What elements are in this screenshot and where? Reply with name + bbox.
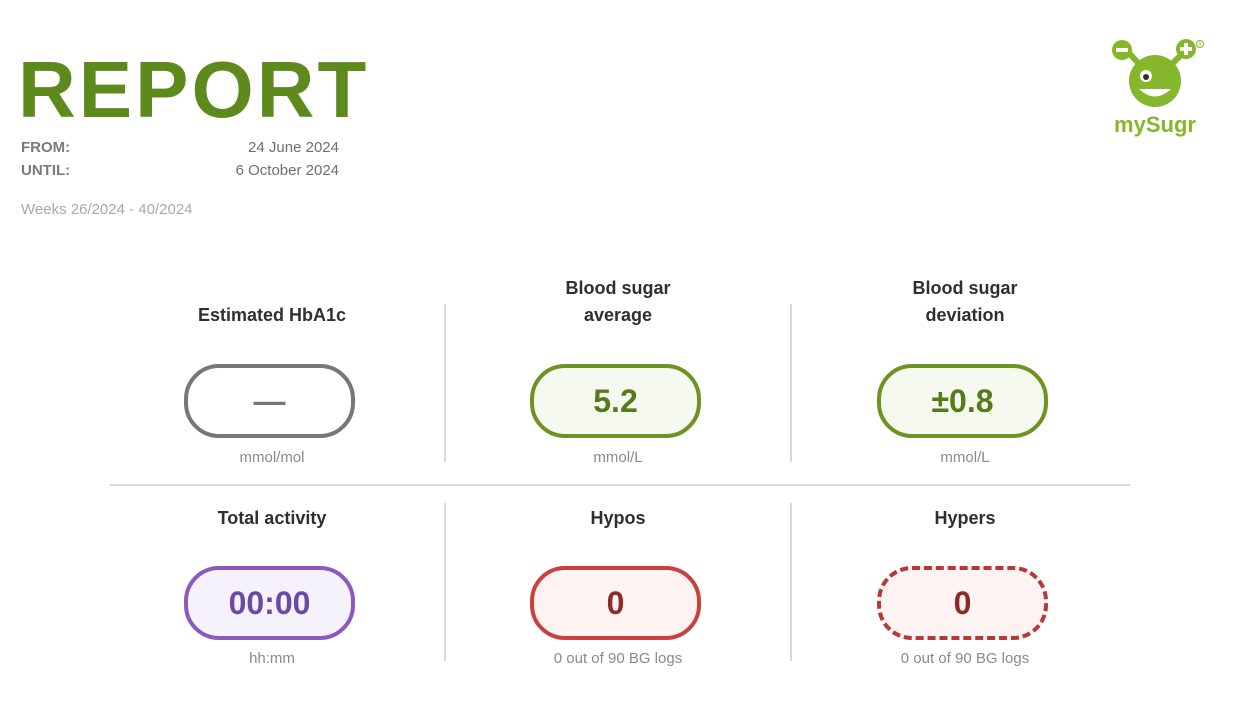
until-label: UNTIL: [21, 162, 71, 179]
tile-unit: mmol/L [593, 449, 643, 466]
tile-unit: hh:mm [249, 650, 295, 667]
report-title: REPORT [18, 45, 370, 134]
logo-wordmark: mySugr [1114, 112, 1196, 137]
from-date: 24 June 2024 [248, 139, 339, 156]
tile-unit: 0 out of 90 BG logs [553, 650, 683, 667]
from-label: FROM: [21, 139, 71, 156]
divider [790, 304, 792, 462]
activity-value-pill: 00:00 [184, 566, 355, 640]
tile-unit: mmol/mol [239, 449, 305, 466]
tile-unit: 0 out of 90 BG logs [900, 650, 1030, 667]
until-date: 6 October 2024 [235, 162, 339, 179]
tile-title: Total activity [217, 508, 327, 528]
hba1c-value-pill: — [184, 364, 355, 438]
divider [444, 304, 446, 462]
divider [444, 503, 446, 661]
divider [790, 503, 792, 661]
tile-title-line1: Blood sugar [912, 278, 1018, 298]
tile-title: Hypers [934, 508, 996, 528]
bg-average-value-pill: 5.2 [530, 364, 701, 438]
hypers-value-pill: 0 [877, 566, 1048, 640]
tile-title: Blood sugar deviation [800, 275, 1130, 329]
hypos-value-pill: 0 [530, 566, 701, 640]
tile-title-line2: deviation [925, 305, 1005, 325]
tile-title-line2: average [583, 305, 653, 325]
weeks-range: Weeks 26/2024 - 40/2024 [21, 201, 193, 218]
until-row: UNTIL: 6 October 2024 [21, 161, 339, 181]
tile-title: Blood sugar average [453, 275, 783, 329]
tile-title-line1: Blood sugar [565, 278, 671, 298]
mysugr-monster-icon: R [1112, 39, 1204, 107]
svg-text:R: R [1198, 42, 1202, 48]
bg-deviation-value-pill: ±0.8 [877, 364, 1048, 438]
tile-title: Hypos [590, 508, 646, 528]
tile-unit: mmol/L [940, 449, 990, 466]
from-row: FROM: 24 June 2024 [21, 138, 339, 158]
tile-title: Estimated HbA1c [197, 305, 347, 325]
mysugr-logo: R mySugr [1108, 36, 1206, 142]
row-divider [110, 484, 1130, 486]
